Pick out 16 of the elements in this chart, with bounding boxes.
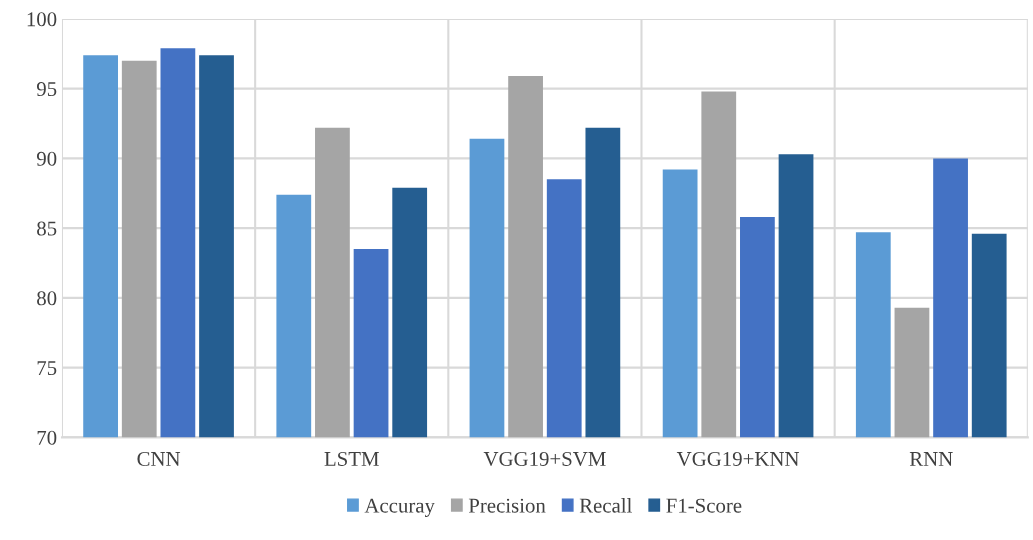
y-tick-label: 90 [36, 151, 57, 166]
y-tick-label: 95 [36, 82, 57, 97]
y-tick-label: 70 [37, 430, 57, 445]
x-tick-label: VGG19+SVM [483, 451, 606, 467]
y-tick-label: 85 [37, 221, 57, 236]
legend-label: Recall [579, 498, 632, 513]
legend-label: F1-Score [666, 498, 742, 513]
y-tick-label: 75 [37, 361, 57, 376]
x-tick-label: VGG19+KNN [676, 451, 800, 467]
legend-label: Accuray [364, 498, 435, 517]
y-tick-label: 80 [37, 291, 57, 306]
legend-label: Precision [468, 498, 546, 513]
x-tick-label: LSTM [324, 451, 379, 466]
y-tick-label: 100 [27, 12, 57, 27]
x-tick-label: CNN [137, 451, 181, 466]
x-tick-label: RNN [909, 452, 953, 466]
